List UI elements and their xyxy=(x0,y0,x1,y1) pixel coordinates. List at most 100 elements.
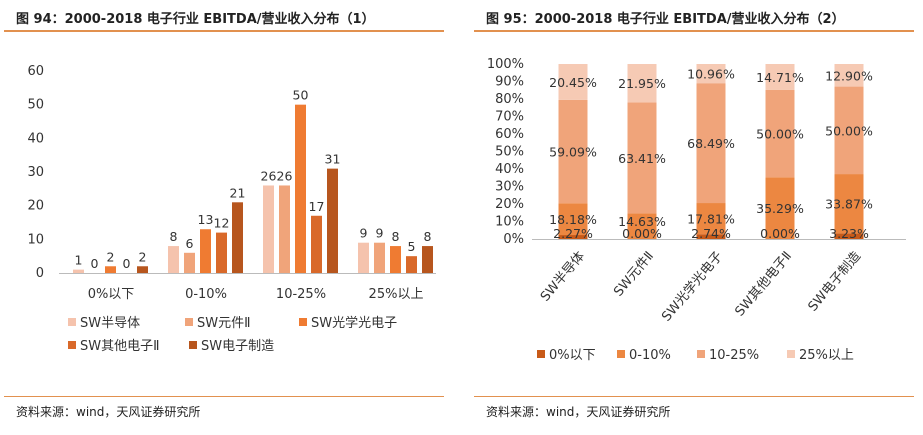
bar-data-label: 9 xyxy=(376,226,384,241)
left-chart-source: 资料来源：wind，天风证券研究所 xyxy=(16,405,201,419)
bar-data-label: 17 xyxy=(309,199,325,214)
segment-data-label: 18.18% xyxy=(549,212,597,227)
legend-label: 0%以下 xyxy=(549,348,596,363)
bar-data-label: 0 xyxy=(91,256,99,271)
right-chart-title: 图 95：2000-2018 电子行业 EBITDA/营业收入分布（2） xyxy=(486,12,845,27)
stacked-bar-segment xyxy=(765,177,795,239)
bar-data-label: 9 xyxy=(360,226,368,241)
legend-label: SW电子制造 xyxy=(201,339,274,354)
x-category-label: SW光学光电子 xyxy=(658,248,726,324)
legend-swatch xyxy=(189,341,197,349)
stacked-bar-segment xyxy=(627,213,657,239)
y-tick-label: 20% xyxy=(495,197,524,212)
stacked-bar-segment xyxy=(627,102,657,214)
left-chart-title: 图 94：2000-2018 电子行业 EBITDA/营业收入分布（1） xyxy=(16,12,375,27)
bar-data-label: 13 xyxy=(198,212,214,227)
stacked-bar-segment xyxy=(696,234,726,239)
legend-label: SW其他电子Ⅱ xyxy=(80,339,160,354)
bar xyxy=(168,246,179,273)
y-tick-label: 40% xyxy=(495,162,524,177)
stacked-bar-segment xyxy=(834,64,864,87)
left-title-rule xyxy=(4,30,444,32)
segment-data-label: 2.74% xyxy=(691,226,731,241)
x-category-label: 0%以下 xyxy=(88,287,135,302)
bar xyxy=(216,232,227,273)
y-tick-label: 50% xyxy=(495,145,524,160)
bar-data-label: 6 xyxy=(186,236,194,251)
bar-data-label: 0 xyxy=(123,256,131,271)
bar-data-label: 5 xyxy=(408,239,416,254)
x-category-label: 25%以上 xyxy=(369,287,424,302)
x-category-label: SW其他电子Ⅱ xyxy=(732,249,795,320)
bar-data-label: 50 xyxy=(293,88,309,103)
bar xyxy=(327,168,338,273)
segment-data-label: 50.00% xyxy=(756,126,804,141)
segment-data-label: 21.95% xyxy=(618,76,666,91)
legend-label: 25%以上 xyxy=(799,348,854,363)
y-tick-label: 80% xyxy=(495,92,524,107)
bar-data-label: 1 xyxy=(75,253,83,268)
right-stacked-bar-chart: 0% 10% 20% 30% 40% 50% 60% 70% 80% 90% 100% 2.27%18… xyxy=(487,57,906,363)
bar-data-label: 26 xyxy=(261,168,277,183)
bar-data-label: 8 xyxy=(424,229,432,244)
segment-data-label: 3.23% xyxy=(829,226,869,241)
stacked-bar-segment xyxy=(765,89,795,178)
y-tick-label: 30 xyxy=(27,165,44,180)
y-tick-label: 60% xyxy=(495,127,524,142)
x-category-label: SW元件Ⅱ xyxy=(611,249,657,300)
bar xyxy=(390,246,401,273)
segment-data-label: 14.63% xyxy=(618,214,666,229)
bar-data-label: 21 xyxy=(230,185,246,200)
segment-data-label: 0.00% xyxy=(622,226,662,241)
bar xyxy=(358,242,369,273)
bar xyxy=(184,252,195,273)
legend-swatch xyxy=(185,318,193,326)
segment-data-label: 17.81% xyxy=(687,212,735,227)
y-tick-label: 40 xyxy=(27,131,44,146)
bar-data-label: 31 xyxy=(325,152,341,167)
segment-data-label: 68.49% xyxy=(687,136,735,151)
y-tick-label: 100% xyxy=(487,57,524,72)
legend-label: SW元件Ⅱ xyxy=(197,316,251,331)
bar xyxy=(73,269,84,273)
x-category-label: 10-25% xyxy=(276,287,326,302)
legend-swatch xyxy=(299,318,307,326)
right-panel: 图 95：2000-2018 电子行业 EBITDA/营业收入分布（2） 0% 1… xyxy=(474,0,914,435)
segment-data-label: 14.71% xyxy=(756,70,804,85)
y-tick-label: 10 xyxy=(27,232,44,247)
stacked-bar-segment xyxy=(558,99,588,204)
bar xyxy=(105,266,116,273)
bar xyxy=(200,229,211,273)
stacked-bar-segment xyxy=(558,64,588,100)
bar xyxy=(374,242,385,273)
x-category-label: 0-10% xyxy=(185,287,227,302)
segment-data-label: 35.29% xyxy=(756,201,804,216)
y-tick-label: 60 xyxy=(27,64,44,79)
legend-label: SW光学光电子 xyxy=(311,315,397,331)
left-panel: 图 94：2000-2018 电子行业 EBITDA/营业收入分布（1） 0 10… xyxy=(4,0,444,435)
legend-label: 0-10% xyxy=(629,348,671,363)
bar xyxy=(311,215,322,273)
segment-data-label: 63.41% xyxy=(618,151,666,166)
segment-data-label: 2.27% xyxy=(553,226,593,241)
right-source-rule xyxy=(474,396,914,397)
y-tick-label: 70% xyxy=(495,110,524,125)
stacked-bar-segment xyxy=(765,64,795,90)
y-tick-label: 50 xyxy=(27,98,44,113)
legend-label: SW半导体 xyxy=(80,316,140,331)
segment-data-label: 12.90% xyxy=(825,68,873,83)
bar-data-label: 12 xyxy=(214,216,230,231)
bar xyxy=(406,256,417,273)
legend-swatch xyxy=(617,350,625,358)
bar-data-label: 8 xyxy=(170,229,178,244)
legend-swatch xyxy=(537,350,545,358)
y-tick-label: 20 xyxy=(27,199,44,214)
x-category-label: SW半导体 xyxy=(538,249,588,305)
segment-data-label: 33.87% xyxy=(825,197,873,212)
stacked-bar-segment xyxy=(696,203,726,235)
stacked-bar-segment xyxy=(558,203,588,236)
segment-data-label: 20.45% xyxy=(549,75,597,90)
y-tick-label: 30% xyxy=(495,180,524,195)
bar xyxy=(422,246,433,273)
stacked-bar-segment xyxy=(696,83,726,204)
